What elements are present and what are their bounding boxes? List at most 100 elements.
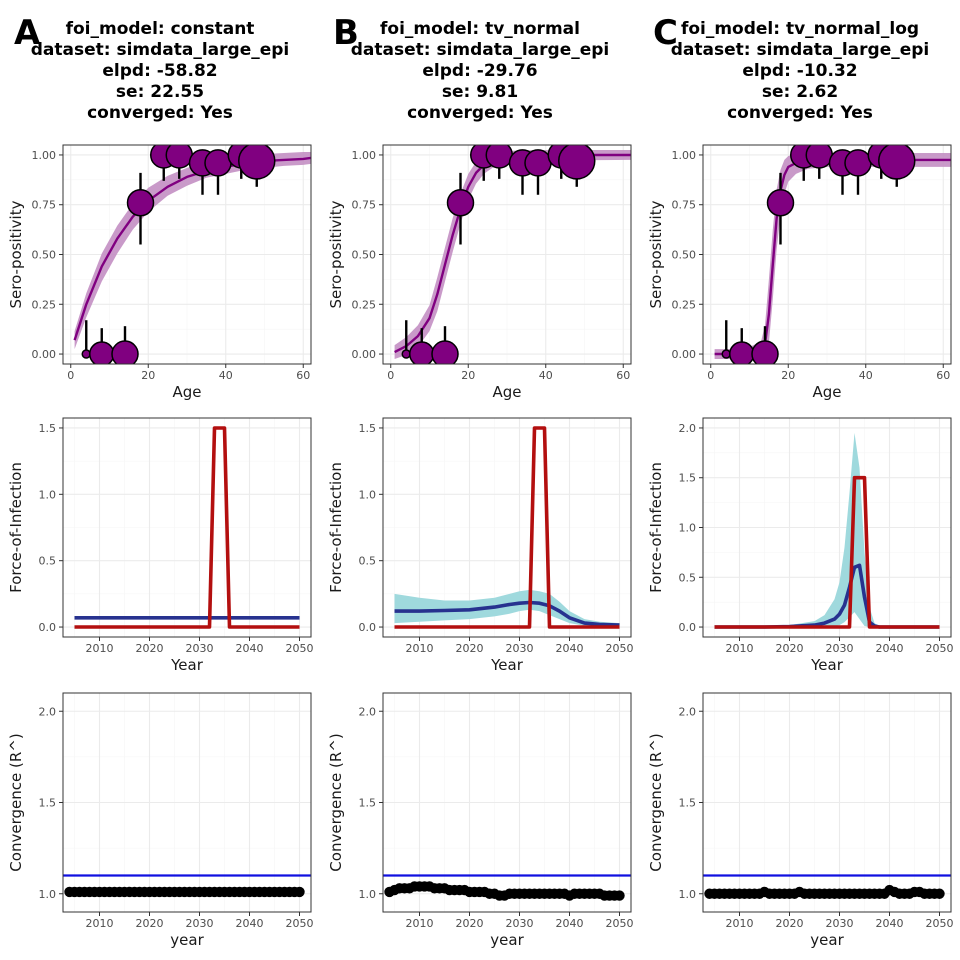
- panel-border: [702, 692, 952, 913]
- foi-ribbon: [394, 589, 620, 627]
- x-tick-label: 2010: [86, 642, 114, 655]
- rhat-point: [294, 886, 305, 898]
- y-tick-label: 0.00: [352, 348, 377, 361]
- x-tick-label: 2020: [776, 642, 804, 655]
- data-point: [111, 340, 139, 364]
- y-tick-label: 0.50: [32, 249, 57, 262]
- y-tick-label: 1.5: [359, 797, 377, 810]
- y-tick-label: 1.00: [672, 149, 697, 162]
- x-tick-label: 2010: [86, 917, 114, 930]
- y-axis-title: Force-of-Infection: [327, 462, 345, 593]
- title-line-elpd-a: elpd: -58.82: [102, 61, 217, 81]
- x-axis-title: Age: [172, 383, 201, 401]
- x-tick-label: 60: [296, 369, 310, 382]
- data-point: [204, 149, 232, 177]
- rhat-point: [934, 888, 945, 899]
- title-line-se-a: se: 22.55: [116, 82, 204, 102]
- panel-letter-a: A: [14, 13, 41, 53]
- y-tick-label: 0.5: [39, 555, 57, 568]
- data-point: [766, 188, 795, 217]
- column-header-c: C foi_model: tv_normal_log dataset: simd…: [653, 13, 929, 123]
- y-tick-label: 1.0: [39, 488, 57, 501]
- x-tick-label: 20: [141, 369, 155, 382]
- y-axis-title: Convergence (R^): [647, 733, 665, 871]
- y-axis-title: Sero-positivity: [647, 200, 665, 308]
- y-tick-label: 0.0: [39, 621, 57, 634]
- data-point: [729, 341, 755, 364]
- y-tick-label: 0.0: [359, 621, 377, 634]
- y-tick-label: 0.5: [679, 571, 697, 584]
- y-tick-label: 0.50: [352, 249, 377, 262]
- data-point: [878, 145, 916, 180]
- panel-border: [382, 692, 632, 913]
- title-line-elpd-c: elpd: -10.32: [742, 61, 857, 81]
- panel-A-seroprevalence: 0 20 40 60 0.00 0.25 0.50 0.75 1.00 Age Sero-posit…: [7, 144, 312, 401]
- x-axis-title: Year: [490, 656, 524, 674]
- panel-B-rhat: 2010 2020 2030 2040 2050 1.0 1.5 2.0 year Converg…: [327, 692, 634, 949]
- y-tick-label: 1.0: [359, 488, 377, 501]
- y-tick-label: 2.0: [679, 422, 697, 435]
- x-tick-label: 2020: [456, 642, 484, 655]
- x-axis-title: Age: [492, 383, 521, 401]
- panel-C-seroprevalence: 0 20 40 60 0.00 0.25 0.50 0.75 1.00 Age Sero-posit…: [647, 144, 952, 401]
- panel-C-rhat: 2010 2020 2030 2040 2050 1.0 1.5 2.0 year Converg…: [647, 692, 954, 949]
- title-line-elpd-b: elpd: -29.76: [422, 61, 537, 81]
- data-point: [844, 149, 872, 177]
- x-axis-title: Year: [810, 656, 844, 674]
- data-point: [805, 145, 833, 169]
- data-point: [409, 341, 435, 364]
- x-tick-label: 2050: [606, 642, 634, 655]
- title-line-dataset-a: dataset: simdata_large_epi: [31, 40, 290, 60]
- title-line-converged-a: converged: Yes: [87, 103, 233, 123]
- y-tick-label: 1.0: [679, 522, 697, 535]
- x-tick-label: 0: [387, 369, 394, 382]
- foi-true-line: [714, 475, 940, 629]
- title-line-converged-b: converged: Yes: [407, 103, 553, 123]
- data-point: [524, 149, 552, 177]
- y-tick-label: 0.75: [672, 199, 697, 212]
- y-tick-label: 1.5: [359, 422, 377, 435]
- x-tick-label: 60: [936, 369, 950, 382]
- y-tick-label: 1.5: [39, 422, 57, 435]
- x-tick-label: 2030: [186, 917, 214, 930]
- x-tick-label: 2040: [556, 642, 584, 655]
- y-axis-title: Convergence (R^): [7, 733, 25, 871]
- x-tick-label: 2040: [236, 642, 264, 655]
- data-point: [431, 340, 459, 364]
- x-tick-label: 2050: [606, 917, 634, 930]
- x-tick-label: 2040: [876, 642, 904, 655]
- x-tick-label: 2030: [186, 642, 214, 655]
- plot-area: [63, 874, 311, 898]
- title-line-model-b: foi_model: tv_normal: [380, 19, 580, 39]
- foi-true-line: [74, 426, 300, 629]
- title-line-se-c: se: 2.62: [762, 82, 838, 102]
- x-tick-label: 2030: [506, 917, 534, 930]
- title-line-model-a: foi_model: constant: [66, 19, 255, 39]
- y-tick-label: 1.5: [679, 797, 697, 810]
- data-point: [89, 341, 115, 364]
- panel-border: [62, 417, 312, 638]
- data-point: [238, 145, 276, 180]
- fit-ribbon: [394, 150, 631, 359]
- data-point: [751, 340, 779, 364]
- y-tick-label: 0.00: [672, 348, 697, 361]
- y-tick-label: 0.5: [359, 555, 377, 568]
- plot-area: [714, 432, 940, 629]
- x-axis-title: year: [810, 931, 844, 949]
- foi-ribbon: [714, 432, 940, 627]
- x-tick-label: 0: [67, 369, 74, 382]
- x-tick-label: 20: [461, 369, 475, 382]
- panel-B-seroprevalence: 0 20 40 60 0.00 0.25 0.50 0.75 1.00 Age Sero-posit…: [327, 144, 632, 401]
- column-header-b: B foi_model: tv_normal dataset: simdata_…: [333, 13, 609, 123]
- x-tick-label: 40: [859, 369, 873, 382]
- x-tick-label: 2020: [776, 917, 804, 930]
- y-tick-label: 0.25: [352, 298, 377, 311]
- data-point: [126, 188, 155, 217]
- panel-border: [702, 144, 952, 365]
- data-point: [165, 145, 193, 169]
- panel-border: [382, 417, 632, 638]
- x-axis-title: year: [170, 931, 204, 949]
- panel-border: [62, 144, 312, 365]
- plot-area: [394, 145, 631, 364]
- x-tick-label: 2050: [926, 917, 954, 930]
